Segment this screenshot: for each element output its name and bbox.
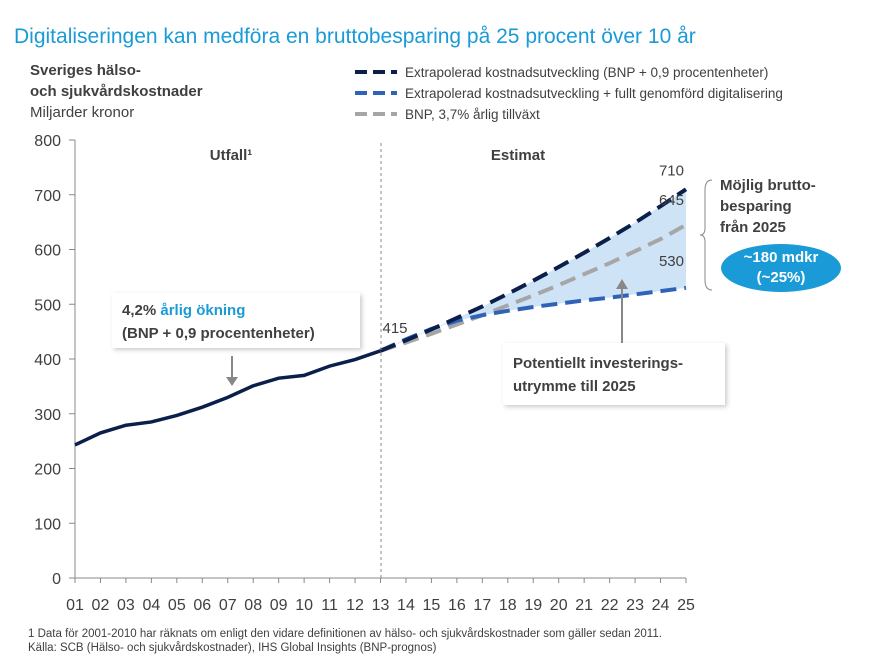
subtitle: Sveriges hälso- [30, 62, 141, 79]
x-tick-label: 04 [142, 597, 160, 614]
series-line [379, 223, 687, 353]
legend-label: Extrapolerad kostnadsutveckling + fullt … [405, 86, 783, 101]
arrow-head [616, 279, 628, 289]
section-label: Estimat [491, 147, 545, 164]
subtitle: Miljarder kronor [30, 104, 134, 121]
footnote: Källa: SCB (Hälso- och sjukvårdskostnade… [28, 642, 437, 654]
footnote: 1 Data för 2001-2010 har räknats om enli… [28, 628, 662, 640]
x-tick-label: 22 [601, 597, 619, 614]
x-tick-label: 02 [92, 597, 110, 614]
y-tick-label: 800 [34, 133, 61, 150]
x-tick-label: 09 [270, 597, 288, 614]
x-tick-label: 24 [652, 597, 670, 614]
data-label: 645 [659, 192, 684, 209]
annotation: från 2025 [720, 219, 786, 236]
data-label: 415 [383, 320, 408, 337]
y-tick-label: 200 [34, 462, 61, 479]
x-tick-label: 20 [550, 597, 568, 614]
subtitle: och sjukvårdskostnader [30, 83, 203, 100]
annotation: Potentiellt investerings- [513, 355, 683, 372]
saving-area [380, 189, 686, 351]
badge-text: (~25%) [757, 269, 806, 286]
x-tick-label: 03 [117, 597, 135, 614]
y-tick-label: 100 [34, 516, 61, 533]
x-tick-label: 07 [219, 597, 237, 614]
annotation: (BNP + 0,9 procentenheter) [122, 325, 315, 342]
chart-title: Digitaliseringen kan medföra en bruttobe… [14, 25, 696, 48]
annotation-part: 4,2% [122, 302, 160, 319]
annotation-box [112, 293, 360, 348]
section-label: Utfall¹ [210, 147, 253, 164]
badge [721, 244, 841, 292]
annotation: utrymme till 2025 [513, 378, 636, 395]
x-tick-label: 21 [575, 597, 593, 614]
y-tick-label: 400 [34, 352, 61, 369]
arrow-head [226, 377, 238, 386]
x-tick-label: 06 [193, 597, 211, 614]
plot: 0 100 200 300 400 500 600 700 800 01 02 03 04 05 06 07 0… [34, 133, 695, 614]
series-line [379, 187, 688, 353]
x-tick-label: 10 [295, 597, 313, 614]
y-tick-label: 700 [34, 188, 61, 205]
annotation: Möjlig brutto- [720, 177, 816, 194]
legend-label: Extrapolerad kostnadsutveckling (BNP + 0… [405, 65, 768, 80]
legend-label: BNP, 3,7% årlig tillväxt [405, 107, 540, 122]
x-tick-label: 11 [321, 597, 338, 614]
x-tick-label: 19 [524, 597, 542, 614]
x-tick-label: 12 [346, 597, 364, 614]
x-tick-label: 17 [473, 597, 491, 614]
annotation-part: årlig ökning [160, 302, 245, 319]
annotation-box [503, 343, 725, 405]
data-label: 530 [659, 253, 684, 270]
x-tick-label: 23 [626, 597, 644, 614]
x-tick-label: 16 [448, 597, 466, 614]
x-tick-label: 01 [66, 597, 84, 614]
annotation: 4,2% årlig ökning [122, 302, 245, 319]
x-tick-label: 08 [244, 597, 262, 614]
y-tick-label: 500 [34, 297, 61, 314]
x-tick-label: 15 [423, 597, 441, 614]
x-tick-label: 25 [677, 597, 695, 614]
bracket [699, 179, 713, 291]
y-tick-label: 0 [52, 571, 61, 588]
x-tick-label: 13 [372, 597, 390, 614]
data-label: 710 [659, 162, 684, 179]
x-tick-label: 18 [499, 597, 517, 614]
badge-text: ~180 mdkr [744, 249, 819, 266]
x-tick-label: 14 [397, 597, 415, 614]
y-tick-label: 600 [34, 243, 61, 260]
x-tick-label: 05 [168, 597, 186, 614]
y-tick-label: 300 [34, 407, 61, 424]
series-line [74, 349, 382, 447]
annotation: besparing [720, 198, 792, 215]
